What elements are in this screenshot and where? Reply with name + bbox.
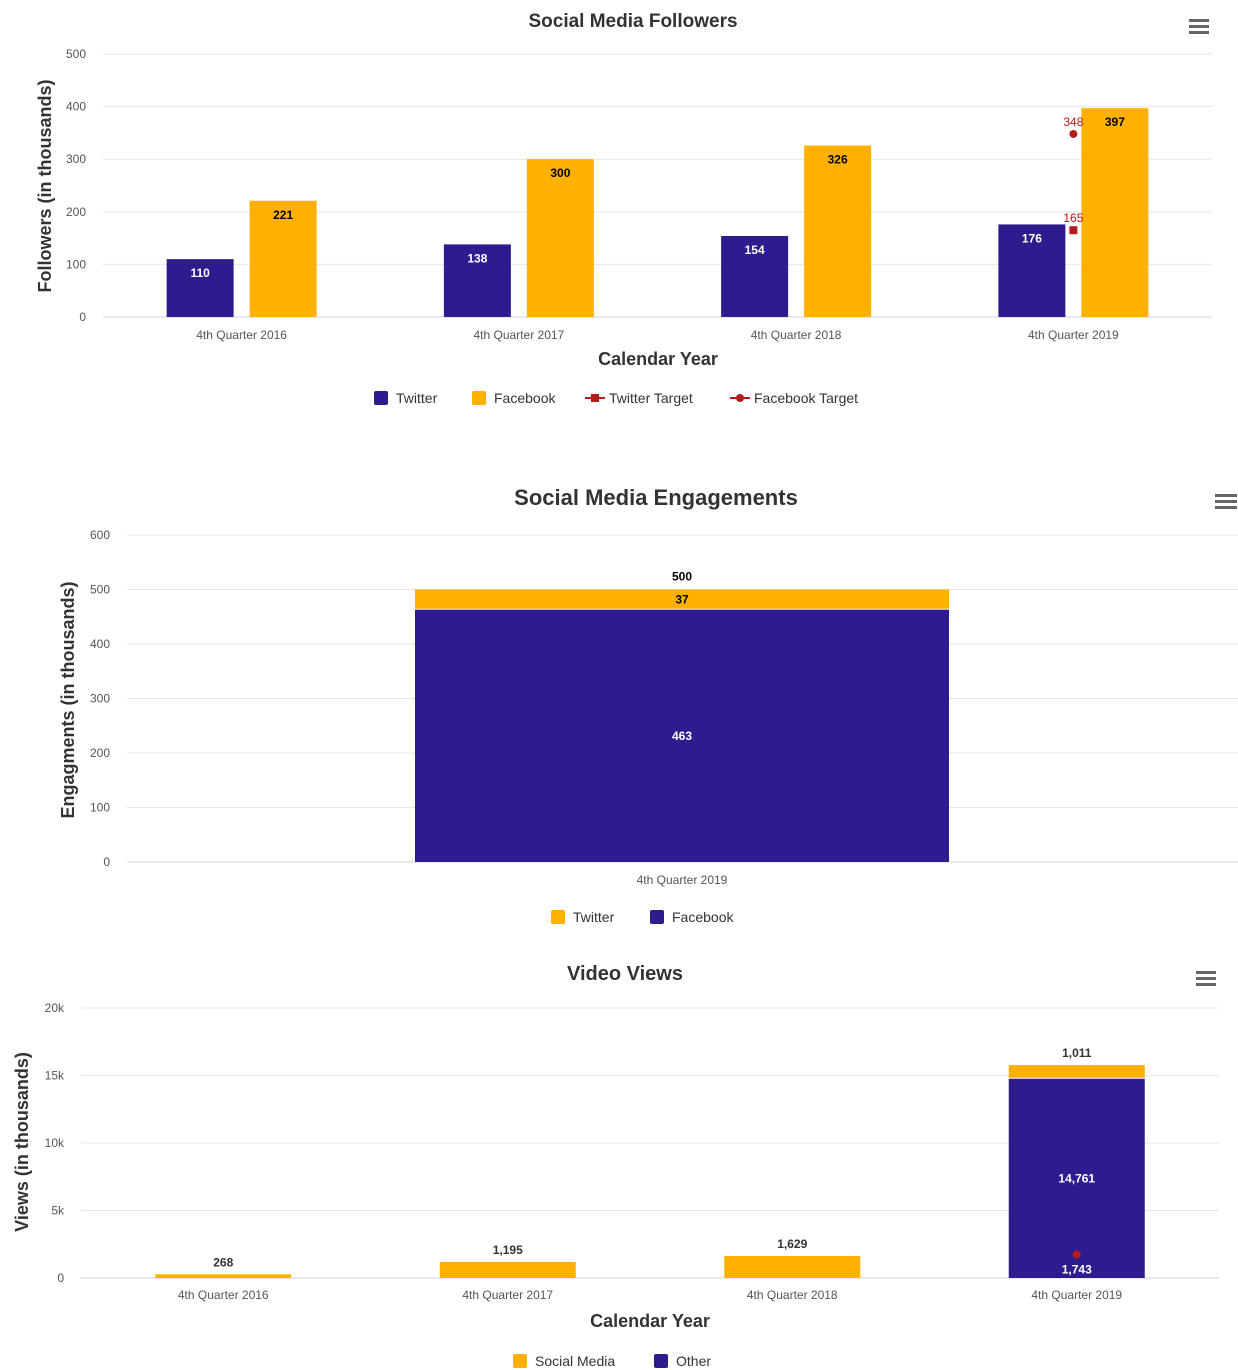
y-tick-label: 200 [66,205,86,219]
data-label: 1,011 [1062,1046,1092,1060]
legend-marker [591,394,599,402]
y-tick-label: 200 [90,746,110,760]
x-tick-label: 4th Quarter 2019 [1031,1288,1122,1302]
bar-twitter [415,589,949,609]
legend-swatch [513,1354,527,1368]
y-tick-label: 100 [90,801,110,815]
legend-label: Twitter [573,909,615,925]
legend-label: Twitter [396,390,438,406]
x-tick-label: 4th Quarter 2018 [747,1288,838,1302]
legend-swatch [551,910,565,924]
y-tick-label: 5k [51,1204,65,1218]
y-tick-label: 400 [90,637,110,651]
legend-swatch [374,391,388,405]
legend-label: Twitter Target [609,390,693,406]
data-label: 176 [1022,231,1042,245]
y-axis-title: Engagments (in thousands) [58,581,78,818]
bar-social-media [155,1274,292,1278]
legend-swatch [654,1354,668,1368]
x-tick-label: 4th Quarter 2017 [474,328,565,342]
chart-title: Video Views [567,963,683,985]
twitter-target-marker [1069,226,1078,235]
total-label: 500 [672,570,692,584]
bar-facebook [804,145,872,317]
data-label: 154 [745,243,765,257]
y-tick-label: 300 [90,692,110,706]
hamburger-menu-icon[interactable] [1215,494,1237,509]
legend-swatch [472,391,486,405]
y-tick-label: 500 [90,583,110,597]
data-label: 14,761 [1058,1171,1095,1185]
legend-label: Other [676,1353,711,1369]
target-label: 348 [1063,115,1083,129]
x-tick-label: 4th Quarter 2017 [462,1288,553,1302]
data-label: 300 [550,166,570,180]
video-views-chart: Video Views 0 5k 10k 15k 20k 268 1,195 1,629 14… [12,963,1219,1369]
x-tick-label: 4th Quarter 2019 [1028,328,1119,342]
bar-other [1008,1078,1145,1278]
y-axis-title: Followers (in thousands) [35,79,55,292]
data-label: 1,629 [777,1237,807,1251]
legend-label: Social Media [535,1353,615,1369]
y-tick-label: 0 [103,855,110,869]
data-label: 397 [1105,115,1125,129]
y-tick-label: 20k [45,1001,65,1015]
bar-facebook [1081,108,1149,317]
legend-label: Facebook Target [754,390,858,406]
y-tick-label: 10k [45,1136,65,1150]
bar-twitter [166,259,234,317]
facebook-target-marker [1069,129,1078,138]
bar-facebook [526,159,594,317]
data-label: 463 [672,729,692,743]
data-label: 110 [190,266,210,280]
x-axis-title: Calendar Year [590,1311,710,1331]
y-tick-label: 300 [66,152,86,166]
target-label: 1,743 [1062,1262,1092,1276]
x-tick-label: 4th Quarter 2018 [751,328,842,342]
legend-marker [736,394,744,402]
y-tick-label: 15k [45,1069,65,1083]
y-tick-label: 0 [57,1271,64,1285]
y-tick-label: 100 [66,257,86,271]
y-tick-label: 500 [66,47,86,61]
target-marker [1072,1250,1081,1259]
x-tick-label: 4th Quarter 2016 [196,328,287,342]
hamburger-menu-icon[interactable] [1189,19,1209,34]
bar-social-media [724,1256,861,1278]
chart-title: Social Media Followers [528,11,737,32]
y-tick-label: 400 [66,100,86,114]
bar-facebook [249,200,317,317]
data-label: 326 [828,153,848,167]
bar-social-media [1008,1065,1145,1078]
y-axis-title: Views (in thousands) [12,1052,32,1232]
bar-twitter [998,224,1066,317]
x-axis-title: Calendar Year [598,349,718,369]
x-tick-label: 4th Quarter 2019 [637,873,728,887]
bar-social-media [439,1261,576,1278]
y-tick-label: 0 [79,310,86,324]
x-tick-label: 4th Quarter 2016 [178,1288,269,1302]
bar-twitter [721,235,789,317]
data-label: 1,195 [493,1243,523,1257]
target-label: 165 [1063,211,1083,225]
data-label: 37 [675,593,689,607]
followers-chart: Social Media Followers 0100200300400500 … [35,11,1212,406]
legend-label: Facebook [494,390,556,406]
legend-label: Facebook [672,909,734,925]
data-label: 221 [273,208,293,222]
bar-facebook [415,609,949,862]
legend-swatch [650,910,664,924]
engagements-chart: Social Media Engagements 0 100 200 300 400 50… [58,485,1238,925]
data-label: 138 [467,251,487,265]
bar-twitter [443,244,511,317]
chart-title: Social Media Engagements [514,485,798,510]
data-label: 268 [213,1255,233,1269]
hamburger-menu-icon[interactable] [1196,971,1216,986]
y-tick-label: 600 [90,528,110,542]
